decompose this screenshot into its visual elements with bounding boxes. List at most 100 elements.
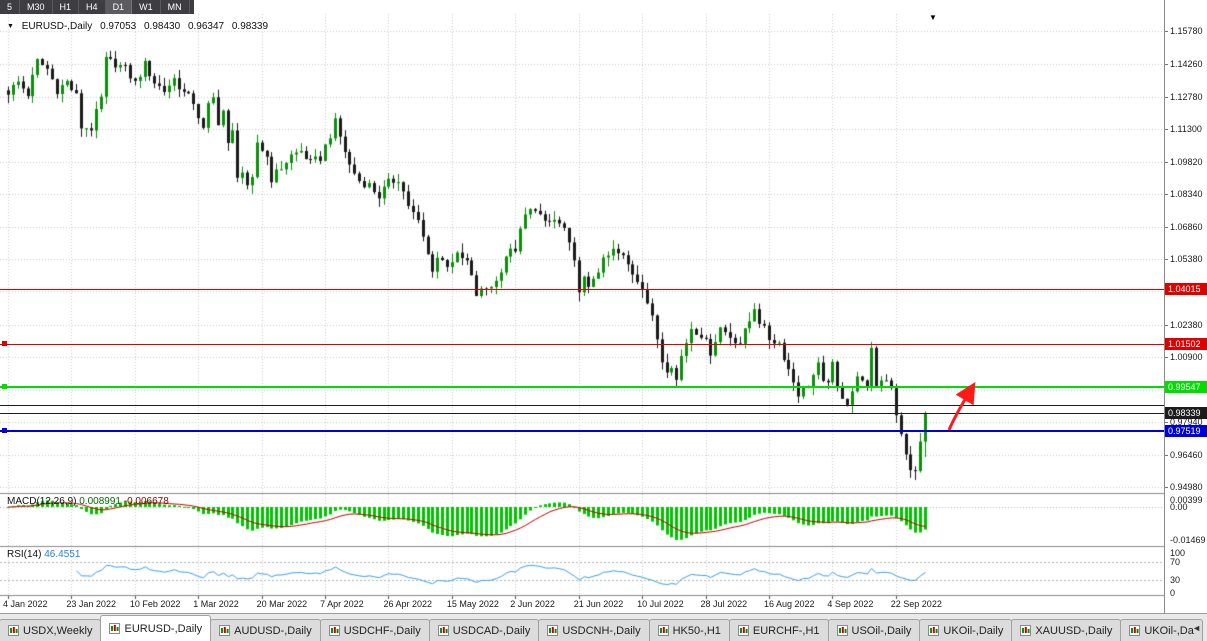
price-badge-support-blue: 0.97519 — [1165, 425, 1207, 437]
chart-tab-eurusd-daily[interactable]: EURUSD-,Daily — [100, 615, 212, 641]
date-tick-label: 23 Jan 2022 — [66, 599, 116, 609]
rsi-name: RSI(14) — [7, 549, 42, 560]
price-badge-bid-price: 0.98339 — [1165, 407, 1207, 419]
chart-tab-label: USDX,Weekly — [23, 624, 93, 637]
ohlc-low: 0.96347 — [187, 21, 225, 32]
price-tick-label: 0.94980 — [1170, 482, 1203, 492]
candlestick-chart-icon — [219, 625, 231, 636]
macd-signal-value: -0.006678 — [123, 496, 169, 507]
price-tick-label: 1.00900 — [1170, 352, 1203, 363]
chart-tab-usdcad-daily[interactable]: USDCAD-,Daily — [428, 619, 540, 641]
date-tick-label: 10 Feb 2022 — [129, 599, 181, 609]
hline-handle-support-blue[interactable] — [2, 428, 7, 433]
timeframe-button-w1[interactable]: W1 — [132, 0, 161, 14]
chart-tab-usdchf-daily[interactable]: USDCHF-,Daily — [319, 619, 430, 641]
price-tick-label: 0.97940 — [1170, 417, 1203, 428]
chart-tab-label: EURUSD-,Daily — [124, 622, 203, 635]
price-tick-label: 1.02380 — [1170, 319, 1203, 330]
candlestick-chart-icon — [657, 625, 669, 636]
candlestick-chart-icon — [437, 625, 449, 636]
price-tick-mark — [1165, 162, 1168, 163]
chart-tab-audusd-daily[interactable]: AUDUSD-,Daily — [210, 619, 321, 641]
chart-tab-usdcnh-daily[interactable]: USDCNH-,Daily — [538, 619, 650, 641]
price-tick-mark — [1165, 325, 1168, 326]
expand-caret-icon[interactable]: ▼ — [7, 23, 14, 30]
price-tick-mark — [1165, 129, 1168, 130]
chart-tab-ukoil-daily[interactable]: UKOil-,Daily — [919, 619, 1013, 641]
chart-tab-usoil-daily[interactable]: USOil-,Daily — [827, 619, 921, 641]
timeframe-button-h1[interactable]: H1 — [53, 0, 80, 14]
candlestick-chart-icon — [547, 625, 559, 636]
candlestick-chart-icon — [1020, 625, 1032, 636]
price-tick-label: 1.12780 — [1170, 91, 1203, 102]
timeframe-button-m30[interactable]: M30 — [20, 0, 53, 14]
hline-resistance-lower[interactable] — [0, 344, 1164, 345]
chart-tab-label: UKOil-,Daily — [943, 624, 1004, 637]
price-badge-support-green: 0.99547 — [1165, 381, 1207, 393]
hline-bid-price[interactable] — [0, 413, 1164, 414]
macd-indicator-label: MACD(12,26,9) 0.008991 -0.006678 — [7, 496, 169, 507]
hline-black-level[interactable] — [0, 405, 1164, 406]
price-tick-label: 0.96460 — [1170, 449, 1203, 460]
macd-axis-tick: 0.00 — [1170, 502, 1188, 512]
price-tick-label: 1.05380 — [1170, 254, 1203, 264]
chart-tab-hk50-h1[interactable]: HK50-,H1 — [648, 619, 730, 641]
price-tick-label: 1.08340 — [1170, 189, 1203, 200]
date-tick-label: 28 Jul 2022 — [700, 599, 748, 609]
price-axis[interactable]: 1.15780 1.14260 1.12780 1.11300 1.09820 1.083… — [1164, 0, 1207, 613]
hline-support-green[interactable] — [0, 386, 1164, 388]
date-tick-label: 10 Jul 2022 — [637, 599, 684, 609]
candlestick-chart-icon — [328, 625, 340, 636]
rsi-axis-tick: 0 — [1170, 588, 1176, 598]
date-tick-label: 20 Mar 2022 — [256, 599, 308, 609]
ohlc-open: 0.97053 — [100, 21, 137, 32]
hline-handle-resistance-lower[interactable] — [2, 341, 7, 346]
price-tick-label: 1.11300 — [1170, 124, 1202, 135]
date-tick-label: 16 Aug 2022 — [763, 599, 815, 609]
date-tick-label: 4 Sep 2022 — [827, 599, 874, 609]
price-tick-label: 1.15780 — [1170, 26, 1203, 36]
date-tick-label: 4 Jan 2022 — [3, 599, 48, 609]
tabs-scroll-left-button[interactable]: ◄ — [1192, 623, 1201, 633]
candlestick-chart-icon — [928, 625, 940, 636]
timeframe-button-5[interactable]: 5 — [0, 0, 21, 14]
price-tick-mark — [1165, 455, 1168, 456]
date-tick-label: 2 Jun 2022 — [510, 599, 555, 609]
date-tick-label: 7 Apr 2022 — [320, 599, 364, 609]
date-tick-label: 21 Jun 2022 — [573, 599, 624, 609]
chart-tab-label: HK50-,H1 — [672, 624, 721, 637]
timeframe-button-mn[interactable]: MN — [161, 0, 190, 14]
price-tick-mark — [1165, 31, 1168, 32]
timeframe-button-d1[interactable]: D1 — [105, 0, 133, 14]
chart-shift-marker[interactable]: ▼ — [929, 13, 937, 22]
chart-canvas[interactable] — [0, 0, 1164, 613]
candlestick-chart-icon — [836, 625, 848, 636]
hline-resistance-upper[interactable] — [0, 289, 1164, 290]
macd-axis-tick: -0.01469 — [1170, 534, 1206, 545]
chart-tab-eurchf-h1[interactable]: EURCHF-,H1 — [728, 619, 829, 641]
price-tick-mark — [1165, 97, 1168, 98]
hline-handle-support-green[interactable] — [2, 384, 7, 389]
hline-support-blue[interactable] — [0, 430, 1164, 432]
date-tick-label: 15 May 2022 — [446, 599, 499, 609]
chart-tab-label: USDCHF-,Daily — [343, 624, 421, 637]
chart-tab-label: USOil-,Daily — [851, 624, 912, 637]
chart-tab-label: UKOil-,Da — [1144, 624, 1194, 637]
price-tick-mark — [1165, 487, 1168, 488]
timeframe-button-h4[interactable]: H4 — [79, 0, 106, 14]
price-tick-label: 1.14260 — [1170, 59, 1203, 70]
chart-tab-usdx-weekly[interactable]: USDX,Weekly — [0, 619, 102, 641]
price-tick-label: 1.09820 — [1170, 156, 1203, 167]
date-tick-label: 26 Apr 2022 — [383, 599, 433, 609]
ohlc-high: 0.98430 — [144, 21, 181, 32]
time-axis[interactable]: 4 Jan 2022 23 Jan 2022 10 Feb 2022 1 Mar 20… — [0, 596, 1164, 613]
candlestick-chart-icon — [737, 625, 749, 636]
symbol-label: EURUSD-,Daily — [21, 21, 93, 32]
ohlc-close: 0.98339 — [231, 21, 269, 32]
rsi-axis-tick: 100 — [1170, 547, 1186, 558]
candlestick-chart-icon — [8, 625, 19, 636]
chart-tab-xauusd-daily[interactable]: XAUUSD-,Daily — [1011, 619, 1122, 641]
chart-tab-ukoil-da[interactable]: UKOil-,Da — [1120, 619, 1203, 641]
chart-tab-label: AUDUSD-,Daily — [234, 624, 312, 637]
trend-arrow-annotation[interactable] — [938, 380, 986, 436]
